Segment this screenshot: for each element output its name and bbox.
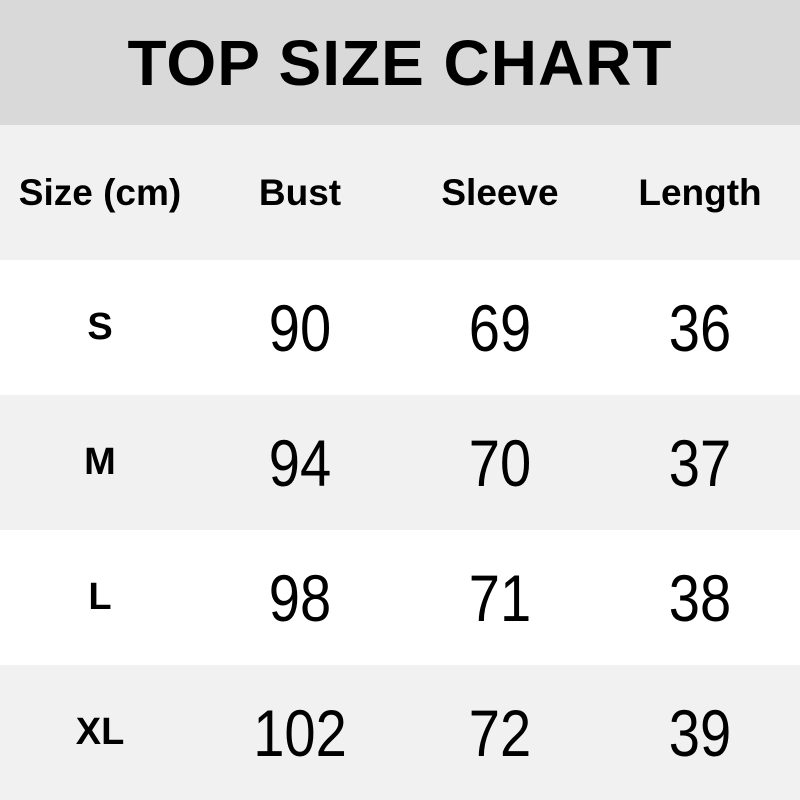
column-header-length: Length (638, 171, 762, 213)
table-row-xl: XL 102 72 39 (0, 665, 800, 800)
sleeve-value-l: 71 (468, 560, 532, 635)
length-value-l: 38 (668, 560, 732, 635)
bust-value-xl: 102 (253, 695, 347, 770)
size-label-xl: XL (75, 711, 125, 753)
length-value-xl: 39 (668, 695, 732, 770)
size-label-m: M (84, 441, 116, 483)
bust-value-l: 98 (268, 560, 332, 635)
page-title: TOP SIZE CHART (127, 26, 673, 99)
sleeve-value-xl: 72 (468, 695, 532, 770)
length-value-s: 36 (668, 290, 732, 365)
column-header-bust: Bust (258, 171, 342, 213)
title-band: TOP SIZE CHART (0, 0, 800, 125)
table-row-s: S 90 69 36 (0, 260, 800, 395)
sleeve-value-m: 70 (468, 425, 532, 500)
table-row-m: M 94 70 37 (0, 395, 800, 530)
sleeve-value-s: 69 (468, 290, 532, 365)
size-label-s: S (87, 306, 113, 348)
length-value-m: 37 (668, 425, 732, 500)
table-header-row: Size (cm) Bust Sleeve Length (0, 125, 800, 260)
bust-value-m: 94 (268, 425, 332, 500)
bust-value-s: 90 (268, 290, 332, 365)
size-label-l: L (88, 576, 112, 618)
table-row-l: L 98 71 38 (0, 530, 800, 665)
column-header-sleeve: Sleeve (441, 171, 559, 213)
column-header-size: Size (cm) (18, 171, 182, 213)
